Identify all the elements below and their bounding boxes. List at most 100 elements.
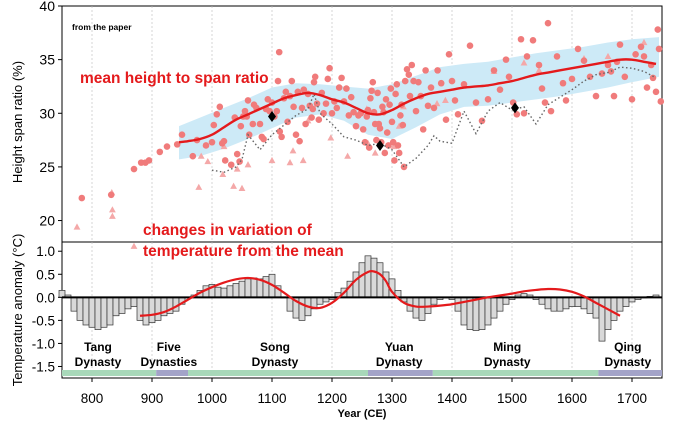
circle-point — [427, 84, 435, 91]
x-tick-label: 1500 — [497, 391, 527, 406]
triangle-point — [286, 159, 294, 166]
dynasty-label: Dynasty — [376, 355, 423, 369]
temperature-bar — [88, 296, 96, 328]
circle-point — [308, 114, 315, 121]
temperature-bar — [124, 296, 132, 310]
circle-point — [559, 79, 567, 87]
top-panel: 20 25 30 35 40 from the paper Height span ra… — [10, 0, 665, 249]
temperature-bar — [262, 276, 270, 298]
triangle-point — [204, 157, 212, 165]
circle-point — [328, 109, 336, 117]
temperature-bar — [574, 296, 582, 307]
x-tick-label: 1700 — [617, 391, 647, 406]
temperature-bar — [568, 296, 576, 307]
circle-point — [610, 92, 618, 100]
circle-point — [640, 53, 648, 60]
circle-point — [399, 121, 407, 129]
circle-point — [382, 96, 390, 103]
x-axis-label: Year (CE) — [338, 408, 387, 420]
circle-point — [290, 103, 297, 111]
circle-point — [367, 94, 374, 102]
bottom-y-tick-label: -1.0 — [32, 336, 55, 351]
circle-point — [345, 112, 353, 119]
circle-point — [220, 137, 228, 145]
circle-point — [395, 149, 403, 157]
circle-point — [376, 124, 384, 132]
diamond-marker — [376, 139, 384, 151]
diamond-markers — [268, 102, 519, 151]
circle-point — [401, 77, 409, 85]
circle-point — [213, 111, 221, 118]
circle-point — [403, 65, 411, 73]
circle-point — [553, 53, 561, 60]
bottom-panel: -1.5 -1.0 -0.5 0.0 0.5 1.0 800 900 1000 1100 1200… — [10, 222, 663, 420]
circle-point — [568, 75, 576, 83]
bottom-y-tick-label: -1.5 — [32, 359, 55, 374]
circle-point — [292, 131, 300, 139]
circle-point — [424, 102, 432, 110]
circle-point — [415, 78, 422, 86]
circle-point — [442, 116, 450, 124]
circle-point — [163, 143, 171, 150]
circle-point — [405, 71, 413, 78]
triangle-point — [109, 212, 116, 219]
circle-point — [437, 79, 445, 87]
dynasty-strip-segment — [188, 370, 368, 376]
circle-point — [249, 120, 257, 128]
circle-point — [260, 135, 267, 143]
circle-point — [381, 149, 389, 157]
circle-point — [210, 121, 218, 129]
temperature-bar — [256, 278, 264, 298]
circle-point — [592, 92, 600, 100]
top-y-axis: 20 25 30 35 40 — [39, 0, 62, 229]
circle-point — [173, 141, 181, 148]
temperature-bar — [622, 296, 630, 307]
circle-point — [326, 64, 333, 72]
circle-point — [448, 77, 456, 85]
circle-point — [359, 126, 367, 133]
circle-point — [352, 122, 360, 130]
triangle-point — [109, 206, 116, 213]
dynasty-label: Qing — [614, 340, 641, 354]
bottom-y-axis: -1.5 -1.0 -0.5 0.0 0.5 1.0 — [32, 244, 62, 374]
triangle-point — [244, 161, 252, 168]
triangle-point — [327, 134, 335, 141]
dynasty-strip-segment — [432, 370, 599, 376]
temperature-bar — [118, 296, 126, 314]
triangle-point — [289, 147, 297, 154]
circle-point — [394, 142, 402, 149]
circle-point — [445, 50, 453, 58]
circle-point — [310, 78, 318, 86]
temperature-bar — [94, 296, 102, 330]
temperature-bar — [154, 296, 162, 321]
temperature-bar — [580, 296, 588, 310]
circle-point — [434, 67, 441, 74]
circle-point — [276, 128, 284, 135]
triangle-point — [197, 152, 205, 159]
temperature-bar — [496, 296, 504, 312]
circle-point — [419, 126, 427, 133]
circle-point — [654, 26, 662, 33]
triangle-point — [640, 38, 648, 46]
temperature-bar — [298, 296, 306, 321]
temperature-bar — [592, 296, 600, 319]
circle-point — [256, 120, 264, 128]
circle-point — [244, 97, 252, 104]
circle-point — [397, 112, 404, 119]
circle-point — [221, 157, 229, 164]
temperature-bar — [70, 296, 78, 312]
temperature-bar — [478, 296, 486, 330]
circle-point — [652, 88, 660, 96]
dynasty-label: Tang — [84, 340, 112, 354]
circle-point — [288, 77, 296, 85]
circle-point — [466, 42, 474, 49]
temperature-bar — [502, 296, 510, 305]
temperature-bar — [76, 296, 84, 321]
circle-point — [369, 78, 377, 86]
circle-point — [541, 99, 549, 106]
dynasty-labels: TangDynastyFiveDynastiesSongDynastyYuanD… — [75, 340, 652, 369]
circle-point — [637, 43, 645, 51]
circle-point — [368, 87, 375, 95]
circle-point — [273, 107, 281, 115]
circle-point — [632, 50, 639, 58]
